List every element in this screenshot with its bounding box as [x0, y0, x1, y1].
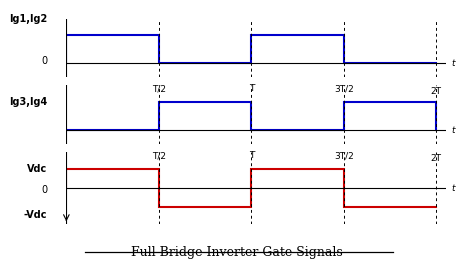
Text: 0: 0 — [41, 185, 47, 195]
Text: Ig1,Ig2: Ig1,Ig2 — [9, 14, 47, 24]
Text: Vdc: Vdc — [27, 164, 47, 175]
Text: 2T: 2T — [431, 154, 442, 163]
Text: T/2: T/2 — [152, 151, 166, 160]
Text: Full Bridge Inverter Gate Signals: Full Bridge Inverter Gate Signals — [131, 246, 343, 259]
Text: 2T: 2T — [431, 87, 442, 96]
Text: t: t — [451, 59, 455, 68]
Text: 3T/2: 3T/2 — [334, 151, 354, 160]
Text: t: t — [451, 184, 455, 193]
Text: t: t — [451, 126, 455, 135]
Text: 0: 0 — [41, 56, 47, 66]
Text: T/2: T/2 — [152, 84, 166, 93]
Text: T: T — [249, 151, 254, 160]
Text: 3T/2: 3T/2 — [334, 84, 354, 93]
Text: T: T — [249, 84, 254, 93]
Text: -Vdc: -Vdc — [24, 210, 47, 220]
Text: Ig3,Ig4: Ig3,Ig4 — [9, 97, 47, 107]
